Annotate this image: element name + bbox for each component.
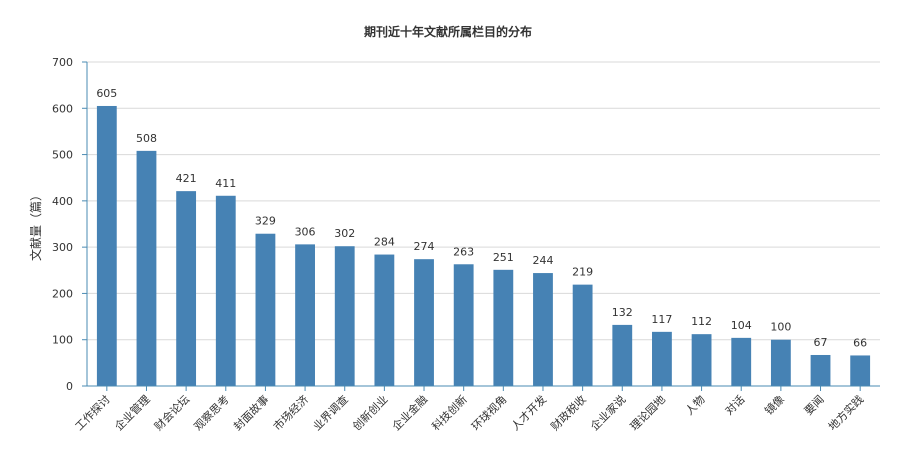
chart-title: 期刊近十年文献所属栏目的分布 xyxy=(364,24,532,39)
x-tick-label: 工作探讨 xyxy=(73,393,113,433)
bar xyxy=(533,273,553,386)
x-tick-label: 企业家说 xyxy=(587,392,628,433)
x-tick-label: 镜像 xyxy=(762,392,787,417)
bar xyxy=(136,150,157,386)
x-tick-label: 企业金融 xyxy=(389,392,430,433)
data-label: 263 xyxy=(453,245,474,258)
x-tick-label: 地方实践 xyxy=(825,392,866,433)
bar xyxy=(572,284,593,386)
y-tick-label: 0 xyxy=(66,380,73,393)
data-label: 411 xyxy=(215,177,236,190)
bar xyxy=(334,246,355,386)
y-axis-ticks: 0 100 200 300 400 500 600 700 xyxy=(52,56,87,393)
x-tick-label: 业界调查 xyxy=(310,392,351,433)
data-label: 219 xyxy=(572,266,593,279)
bar xyxy=(652,331,672,386)
data-label: 117 xyxy=(651,313,672,326)
bar xyxy=(453,264,474,386)
data-label: 132 xyxy=(612,306,633,319)
bar xyxy=(414,259,434,386)
x-tick-label: 科技创新 xyxy=(429,392,470,433)
bar xyxy=(493,269,514,386)
y-tick-label: 700 xyxy=(52,56,73,69)
grid-lines xyxy=(87,61,880,341)
x-tick-label: 企业管理 xyxy=(112,392,153,433)
x-tick-label: 人才开发 xyxy=(508,392,549,433)
data-label: 104 xyxy=(731,319,752,332)
bars xyxy=(96,105,871,386)
y-axis-label: 文献量（篇） xyxy=(28,189,43,261)
data-label: 112 xyxy=(691,315,712,328)
data-label: 284 xyxy=(374,236,395,249)
x-tick-label: 封面故事 xyxy=(231,392,272,433)
bar xyxy=(295,244,315,386)
data-label: 421 xyxy=(176,172,197,185)
data-label: 329 xyxy=(255,215,276,228)
bar xyxy=(731,337,752,386)
bar xyxy=(770,339,791,386)
data-label: 605 xyxy=(96,87,117,100)
x-tick-label: 人物 xyxy=(682,392,707,417)
data-label: 244 xyxy=(532,254,553,267)
data-label: 302 xyxy=(334,227,355,240)
data-label: 274 xyxy=(414,240,435,253)
x-tick-label: 环球视角 xyxy=(468,392,509,433)
bar xyxy=(215,195,236,386)
data-label: 66 xyxy=(853,336,867,349)
bar xyxy=(176,191,197,386)
data-label: 251 xyxy=(493,251,514,264)
bar xyxy=(96,105,117,386)
x-tick-label: 理论园地 xyxy=(627,392,668,433)
y-tick-label: 300 xyxy=(52,241,73,254)
data-label: 67 xyxy=(814,336,828,349)
x-tick-label: 要闻 xyxy=(801,392,826,417)
axes xyxy=(86,62,880,387)
bar xyxy=(612,324,633,386)
x-tick-label: 创新创业 xyxy=(349,392,390,433)
bar xyxy=(374,254,395,386)
x-tick-label: 财政税收 xyxy=(548,392,589,433)
y-tick-label: 200 xyxy=(52,287,73,300)
data-label: 306 xyxy=(295,225,316,238)
x-tick-label: 财会论坛 xyxy=(151,392,192,433)
x-axis-ticks: 工作探讨 企业管理 财会论坛 观察思考 封面故事 市场经济 业界调查 创新创业 企业金融 科技创新… xyxy=(73,386,866,433)
y-tick-label: 100 xyxy=(52,334,73,347)
data-label: 100 xyxy=(770,321,791,334)
y-tick-label: 500 xyxy=(52,149,73,162)
data-labels: 605 508 421 411 329 306 302 284 274 263 251 244 219 1… xyxy=(96,87,867,349)
x-tick-label: 市场经济 xyxy=(270,392,311,433)
x-tick-label: 观察思考 xyxy=(191,392,232,433)
y-tick-label: 400 xyxy=(52,195,73,208)
x-tick-label: 对话 xyxy=(722,392,747,417)
bar xyxy=(255,233,276,386)
y-tick-label: 600 xyxy=(52,102,73,115)
bar xyxy=(691,334,712,386)
bar xyxy=(850,355,871,386)
bar xyxy=(810,354,831,386)
data-label: 508 xyxy=(136,132,157,145)
